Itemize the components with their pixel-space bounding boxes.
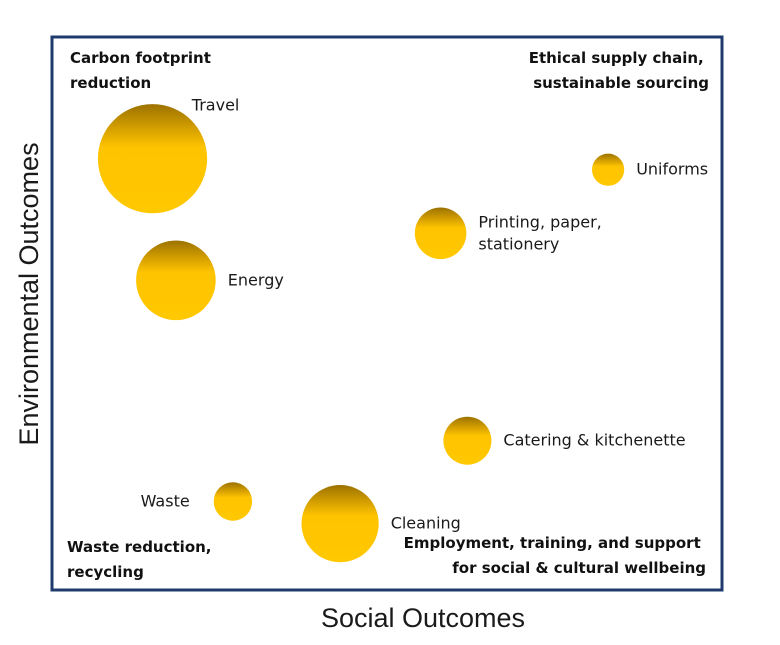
bubble-label-uniforms: Uniforms xyxy=(636,160,708,179)
bubble-uniforms xyxy=(592,153,625,186)
bubble-series: Travel Energy Uniforms Printing, paper, stat… xyxy=(97,96,708,563)
quadrant-label-bottom-right: Employment, training, and support for so… xyxy=(404,534,706,577)
bubble-printing-paper xyxy=(414,207,467,260)
quadrant-label-top-left: Carbon footprint reduction xyxy=(70,49,216,92)
bubble-label-cleaning: Cleaning xyxy=(391,514,461,533)
bubble-catering-kitchenette xyxy=(443,416,492,465)
bubble-label-energy: Energy xyxy=(228,270,284,289)
bubble-label-printing-paper: Printing, paper, stationery xyxy=(478,212,601,253)
bubble-waste xyxy=(213,482,253,521)
bubble-label-travel: Travel xyxy=(191,96,240,115)
bubble-energy xyxy=(136,240,216,321)
x-axis-label: Social Outcomes xyxy=(321,603,525,633)
bubble-label-catering-kitchenette: Catering & kitchenette xyxy=(503,431,685,450)
y-axis-label: Environmental Outcomes xyxy=(14,142,44,445)
bubble-label-waste: Waste xyxy=(141,492,190,511)
bubble-cleaning xyxy=(301,484,379,563)
quadrant-label-bottom-left: Waste reduction, recycling xyxy=(67,538,217,581)
quadrant-label-top-right: Ethical supply chain, sustainable sourci… xyxy=(529,49,709,92)
bubble-travel xyxy=(97,104,208,214)
